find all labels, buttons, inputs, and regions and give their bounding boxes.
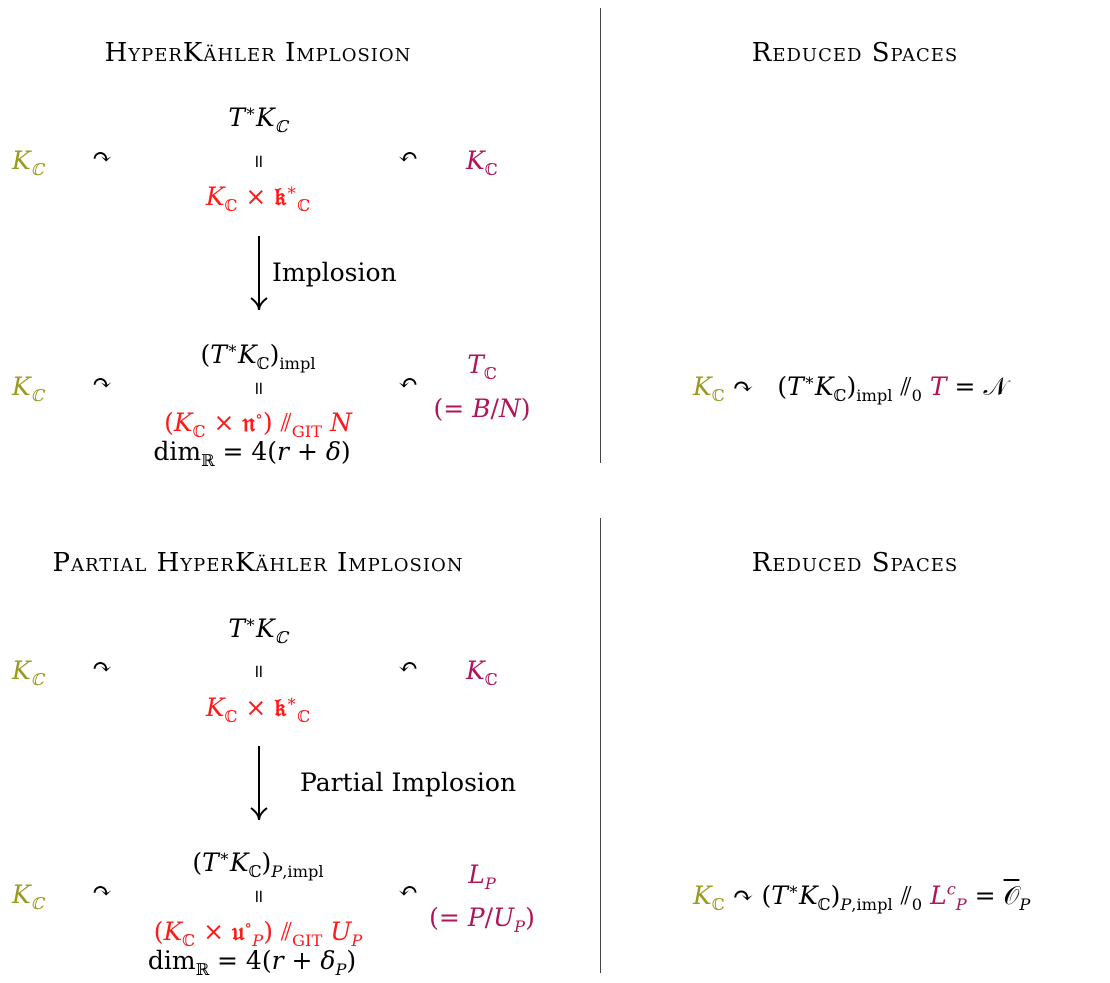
- top-equality-icon: ॥: [252, 151, 264, 172]
- top-implosion-arrow-icon: [250, 236, 268, 311]
- bottom-space-decomposed: Kℂ × 𝔨∗ℂ: [205, 691, 311, 726]
- bottom-left-action-icon-2: ↷: [92, 877, 113, 905]
- top-right-heading: Reduced Spaces: [751, 38, 959, 68]
- top-reduced: Kℂ ↷ (T∗Kℂ)impl ⫽0 T = 𝒩: [693, 370, 1008, 405]
- bottom-left-group-2: Kℂ: [12, 880, 44, 913]
- top-left-group: Kℂ: [12, 146, 44, 179]
- bottom-implosion-arrow-icon: [250, 746, 268, 821]
- top-torus: Tℂ: [467, 350, 497, 383]
- top-arrow-label: Implosion: [272, 258, 397, 287]
- top-left-group-2: Kℂ: [12, 372, 44, 405]
- bottom-arrow-label: Partial Implosion: [300, 768, 517, 797]
- divider-bottom: [600, 518, 601, 973]
- bottom-space: T∗Kℂ: [228, 612, 288, 647]
- bottom-reduced: Kℂ ↷ (T∗Kℂ)P,impl ⫽0 LcP = 𝒪P: [693, 879, 1031, 914]
- top-space-decomposed: Kℂ × 𝔨∗ℂ: [205, 180, 311, 215]
- bottom-dimension: dimℝ = 4(r + δP): [147, 946, 357, 979]
- top-torus-eq: (= B/N): [433, 394, 531, 423]
- bottom-left-group: Kℂ: [12, 656, 44, 689]
- bottom-left-heading: Partial HyperKähler Implosion: [52, 548, 464, 578]
- top-dimension: dimℝ = 4(r + δ): [153, 437, 351, 470]
- top-right-group: Kℂ: [466, 146, 498, 179]
- bottom-right-heading: Reduced Spaces: [751, 548, 959, 578]
- bottom-left-action-icon: ↷: [92, 653, 113, 681]
- top-imploded: (T∗Kℂ)impl: [200, 338, 316, 373]
- divider-top: [600, 8, 601, 463]
- bottom-right-group: Kℂ: [466, 656, 498, 689]
- bottom-right-action-icon-2: ↶: [398, 877, 419, 905]
- bottom-levi-eq: (= P/UP): [429, 903, 535, 936]
- bottom-imploded: (T∗Kℂ)P,impl: [192, 846, 324, 881]
- top-imploded-quotient: (Kℂ × 𝔫∘) ⫽GIT N: [164, 406, 352, 441]
- bottom-imploded-quotient: (Kℂ × 𝔲∘P) ⫽GIT UP: [153, 915, 363, 950]
- top-space: T∗Kℂ: [228, 101, 288, 136]
- bottom-equality-icon-2: ॥: [252, 886, 264, 907]
- top-left-heading: HyperKähler Implosion: [104, 38, 412, 68]
- top-left-action-icon-2: ↷: [92, 369, 113, 397]
- top-right-action-icon: ↶: [398, 143, 419, 171]
- bottom-levi: LP: [468, 860, 496, 893]
- top-right-action-icon-2: ↶: [398, 369, 419, 397]
- bottom-right-action-icon: ↶: [398, 653, 419, 681]
- top-left-action-icon: ↷: [92, 143, 113, 171]
- bottom-equality-icon: ॥: [252, 661, 264, 682]
- top-equality-icon-2: ॥: [252, 378, 264, 399]
